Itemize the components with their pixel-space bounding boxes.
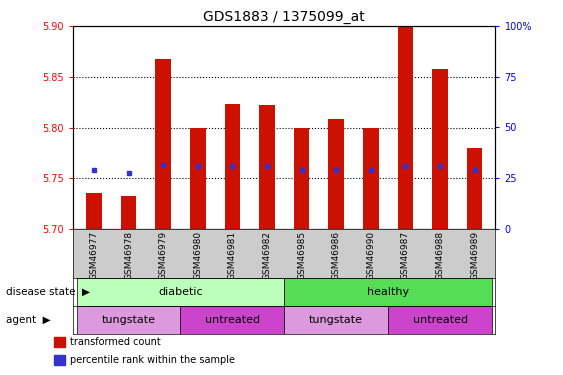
Bar [77,306,181,334]
Bar [121,196,136,229]
Bar [54,355,65,365]
Text: tungstate: tungstate [101,315,155,325]
Text: healthy: healthy [367,286,409,297]
Bar [397,26,413,229]
Bar [259,105,275,229]
Bar [190,128,205,229]
Bar [388,306,492,334]
Bar [77,278,284,306]
Text: diabetic: diabetic [158,286,203,297]
Title: GDS1883 / 1375099_at: GDS1883 / 1375099_at [203,10,365,24]
Text: GSM46989: GSM46989 [470,231,479,280]
Text: percentile rank within the sample: percentile rank within the sample [70,355,235,365]
Bar [181,306,284,334]
Bar [328,119,344,229]
Text: disease state  ▶: disease state ▶ [6,286,90,297]
Text: untreated: untreated [413,315,468,325]
Text: GSM46990: GSM46990 [367,231,376,280]
Text: GSM46987: GSM46987 [401,231,410,280]
Text: GSM46982: GSM46982 [262,231,271,280]
Text: GSM46977: GSM46977 [90,231,99,280]
Text: agent  ▶: agent ▶ [6,315,50,325]
Bar [467,148,482,229]
Bar [432,69,448,229]
Bar [284,306,388,334]
Text: GSM46978: GSM46978 [124,231,133,280]
Bar [284,278,492,306]
Bar [225,104,240,229]
Text: GSM46985: GSM46985 [297,231,306,280]
Bar [363,128,379,229]
Bar [294,128,310,229]
Text: untreated: untreated [205,315,260,325]
Text: tungstate: tungstate [309,315,363,325]
Bar [155,58,171,229]
Text: transformed count: transformed count [70,337,160,347]
Text: GSM46981: GSM46981 [228,231,237,280]
Text: GSM46980: GSM46980 [193,231,202,280]
Text: GSM46988: GSM46988 [436,231,445,280]
Text: GSM46979: GSM46979 [159,231,168,280]
Text: GSM46986: GSM46986 [332,231,341,280]
Bar [86,193,102,229]
Bar [54,337,65,347]
